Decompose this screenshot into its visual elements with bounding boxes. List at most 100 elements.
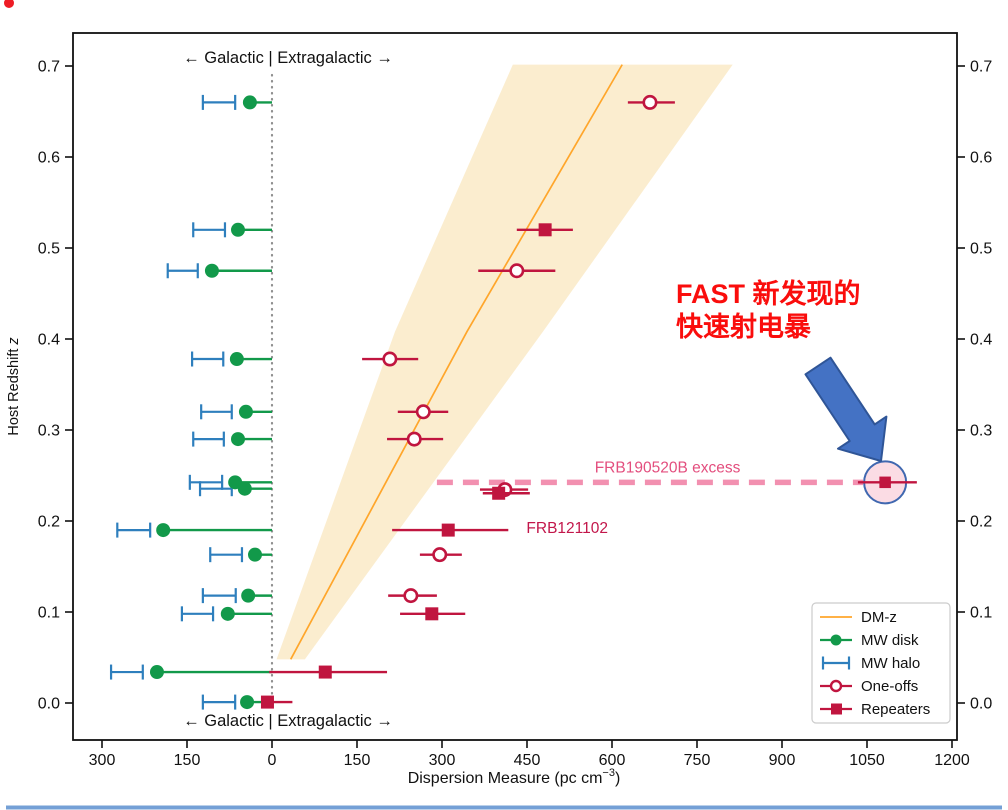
- y-tick-label-right: 0.1: [970, 605, 992, 622]
- legend-item-label: Repeaters: [861, 701, 930, 718]
- x-tick-label: 1200: [934, 752, 970, 769]
- frb190520b-excess-label: FRB190520B excess: [595, 459, 741, 476]
- zone-label-top: ← Galactic | Extragalactic →: [183, 49, 393, 67]
- y-tick-label-right: 0.2: [970, 514, 992, 531]
- y-tick-label-left: 0.7: [38, 59, 60, 76]
- mw-halo-errorbar: [192, 222, 227, 238]
- x-tick-label: 150: [344, 752, 371, 769]
- one-off-point: [388, 588, 437, 604]
- legend-item-dmz: DM-z: [820, 609, 897, 626]
- zone-label-bottom: ← Galactic | Extragalactic →: [183, 712, 393, 730]
- fast-callout-line: FAST 新发现的: [676, 278, 861, 309]
- y-tick-label-left: 0.6: [38, 150, 60, 167]
- one-off-point: [419, 547, 462, 563]
- one-off-point: [362, 351, 419, 367]
- repeater-square-marker: [441, 523, 455, 537]
- repeater-point: [260, 695, 293, 709]
- mw-halo-errorbar: [109, 664, 144, 680]
- mw-halo-errorbar: [166, 263, 199, 279]
- repeater-point: [400, 607, 466, 621]
- mw-halo-errorbar: [200, 404, 233, 420]
- mw-disk-point: [149, 665, 272, 680]
- mw-disk-point: [204, 263, 272, 278]
- x-tick-label: 300: [89, 752, 116, 769]
- y-tick-label-left: 0.3: [38, 423, 60, 440]
- y-tick-label-right: 0.5: [970, 241, 992, 258]
- repeater-square-marker: [879, 476, 891, 489]
- x-tick-label: 0: [268, 752, 277, 769]
- repeater-point: [482, 486, 530, 500]
- series-mw-disk: [149, 95, 272, 710]
- plot-frame: [72, 32, 958, 741]
- frb121102-label: FRB121102: [526, 520, 608, 537]
- legend-item-one_offs: One-offs: [820, 678, 918, 695]
- callout-arrow: [804, 356, 888, 462]
- mw-halo-errorbar: [201, 588, 237, 604]
- legend-item-label: MW disk: [861, 632, 919, 649]
- y-tick-label-right: 0.6: [970, 150, 992, 167]
- mw-disk-point: [238, 404, 272, 419]
- series-mw-halo: [109, 94, 244, 710]
- slide-bottom-bar: [6, 805, 1002, 810]
- mw-halo-errorbar: [188, 474, 224, 490]
- y-tick-label-right: 0.0: [970, 696, 992, 713]
- mw-disk-point: [231, 222, 272, 237]
- fast-callout-line: 快速射电暴: [676, 312, 811, 342]
- y-tick-label-right: 0.4: [970, 332, 992, 349]
- mw-halo-errorbar: [201, 694, 237, 710]
- dmz-relation-line: [289, 64, 623, 660]
- repeater-point: [392, 523, 509, 537]
- y-tick-label-left: 0.0: [38, 696, 60, 713]
- repeater-square-marker: [425, 607, 439, 621]
- mw-disk-point: [220, 606, 272, 621]
- mw-disk-point: [231, 432, 272, 447]
- one-off-point: [627, 94, 675, 110]
- x-tick-label: 1050: [849, 752, 885, 769]
- mw-halo-errorbar: [116, 522, 152, 538]
- legend-item-repeaters: Repeaters: [820, 701, 930, 718]
- mw-disk-point: [241, 588, 272, 603]
- axes: 300 150 0 150 300 450 600 750 900 1050 1200 0.0 0.0 0…: [6, 59, 992, 788]
- repeater-point: [516, 223, 573, 237]
- legend: DM-z MW disk MW halo One-offs Repeaters: [811, 602, 951, 724]
- y-tick-label-left: 0.4: [38, 332, 60, 349]
- chart-root: FRB190520B excess FRB121102 FAST 新发现的快速射电暴…: [4, 0, 1002, 810]
- one-off-point: [387, 431, 444, 447]
- mw-disk-point: [248, 547, 272, 562]
- legend-item-label: MW halo: [861, 655, 920, 672]
- x-tick-label: 750: [684, 752, 711, 769]
- y-tick-label-left: 0.1: [38, 605, 60, 622]
- dmz-uncertainty-band: [276, 64, 733, 660]
- mw-halo-errorbar: [180, 606, 215, 622]
- x-tick-label: 300: [429, 752, 456, 769]
- legend-item-mw_disk: MW disk: [820, 632, 919, 649]
- y-axis-label: Host Redshift z: [6, 337, 22, 436]
- mw-halo-errorbar: [209, 547, 244, 563]
- one-off-point: [397, 404, 449, 420]
- mw-halo-errorbar: [198, 481, 233, 497]
- y-tick-label-right: 0.3: [970, 423, 992, 440]
- series-repeaters: [260, 223, 917, 709]
- recording-dot: [4, 0, 14, 8]
- repeater-point-fast-frb190520b: [857, 460, 917, 505]
- y-tick-label-left: 0.5: [38, 241, 60, 258]
- mw-disk-point: [156, 523, 272, 538]
- x-tick-label: 900: [769, 752, 796, 769]
- y-tick-label-left: 0.2: [38, 514, 60, 531]
- x-tick-label: 150: [174, 752, 201, 769]
- legend-item-mw_halo: MW halo: [821, 655, 920, 672]
- y-tick-label-right: 0.7: [970, 59, 992, 76]
- mw-disk-point: [237, 481, 272, 496]
- x-tick-label: 600: [599, 752, 626, 769]
- legend-item-label: One-offs: [861, 678, 918, 695]
- repeater-point: [269, 665, 388, 679]
- repeater-square-marker: [318, 665, 332, 679]
- repeater-square-marker: [260, 695, 274, 709]
- mw-halo-errorbar: [201, 94, 237, 110]
- mw-disk-point: [229, 352, 272, 367]
- legend-box: [811, 602, 951, 724]
- mw-disk-point: [242, 95, 272, 110]
